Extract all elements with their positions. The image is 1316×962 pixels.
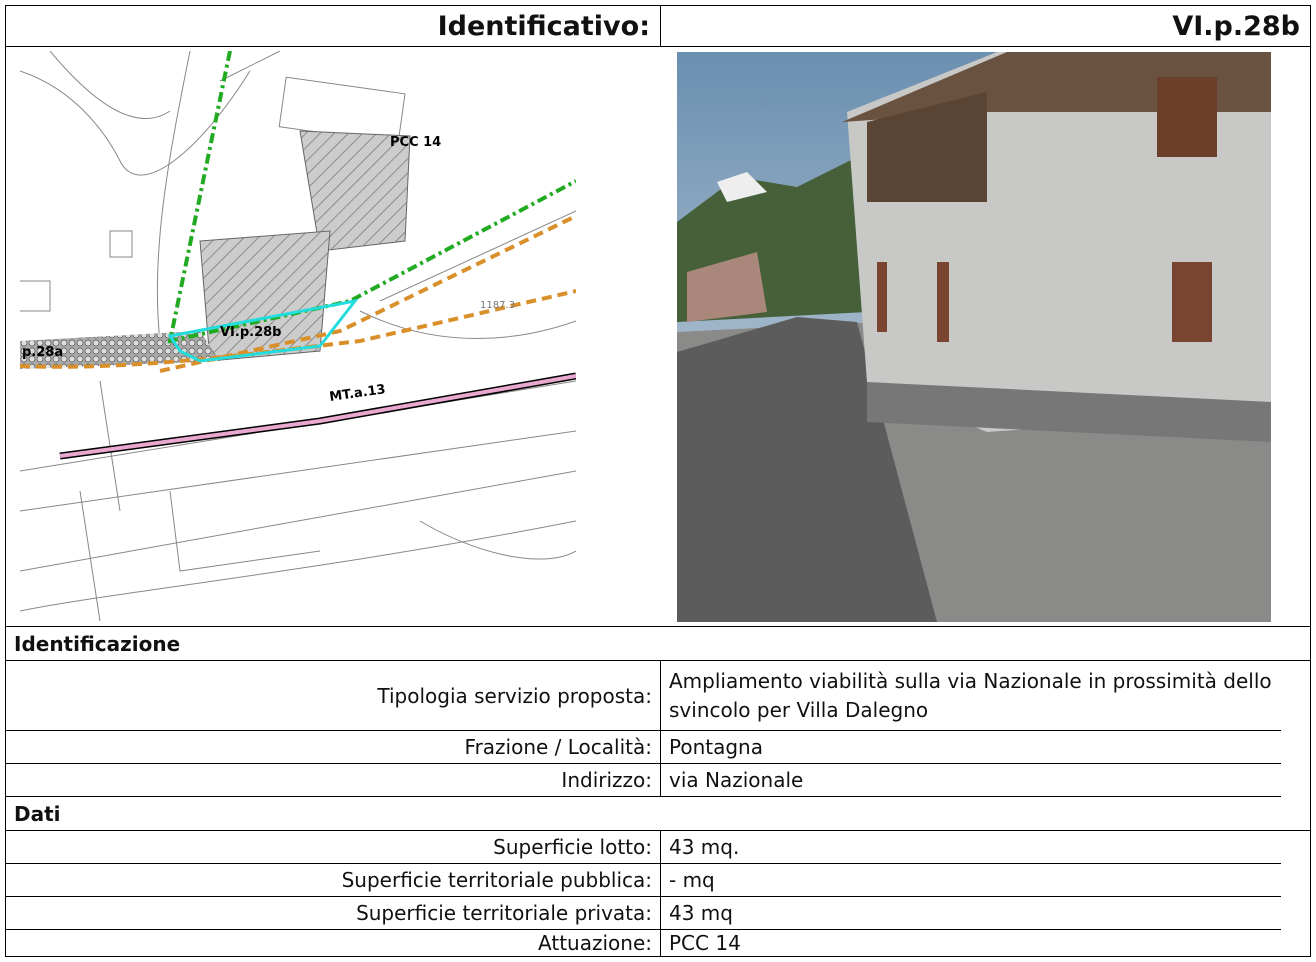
section-title: Identificazione: [6, 627, 1310, 661]
header-code: VI.p.28b: [661, 6, 1310, 47]
record-sheet: Identificativo: VI.p.28b: [5, 5, 1311, 957]
map-label: 1187.3: [480, 300, 515, 311]
field-label: Superficie territoriale privata:: [6, 897, 661, 930]
header-label: Identificativo:: [6, 6, 661, 47]
map-label: p.28a: [22, 345, 63, 360]
map-label: PCC 14: [390, 135, 441, 150]
field-value: 43 mq.: [661, 831, 1281, 864]
field-value: PCC 14: [669, 930, 741, 955]
field-label: Tipologia servizio proposta:: [6, 661, 661, 731]
field-label: Attuazione:: [6, 930, 661, 956]
map: PCC 14 VI.p.28b p.28a MT.a.13 1187.3: [20, 51, 576, 622]
field-value: 43 mq: [661, 897, 1281, 930]
images-row: PCC 14 VI.p.28b p.28a MT.a.13 1187.3: [6, 47, 1310, 627]
field-label: Indirizzo:: [6, 764, 661, 797]
field-value: Ampliamento viabilità sulla via Nazional…: [661, 661, 1281, 731]
field-label: Frazione / Località:: [6, 731, 661, 764]
section-title: Dati: [6, 797, 1310, 831]
field-value: Pontagna: [661, 731, 1281, 764]
photo: [677, 52, 1271, 622]
map-label: MT.a.13: [328, 382, 386, 405]
field-value: - mq: [661, 864, 1281, 897]
field-label: Superficie lotto:: [6, 831, 661, 864]
map-label: VI.p.28b: [220, 325, 281, 340]
field-value: via Nazionale: [661, 764, 1281, 797]
field-label: Superficie territoriale pubblica:: [6, 864, 661, 897]
